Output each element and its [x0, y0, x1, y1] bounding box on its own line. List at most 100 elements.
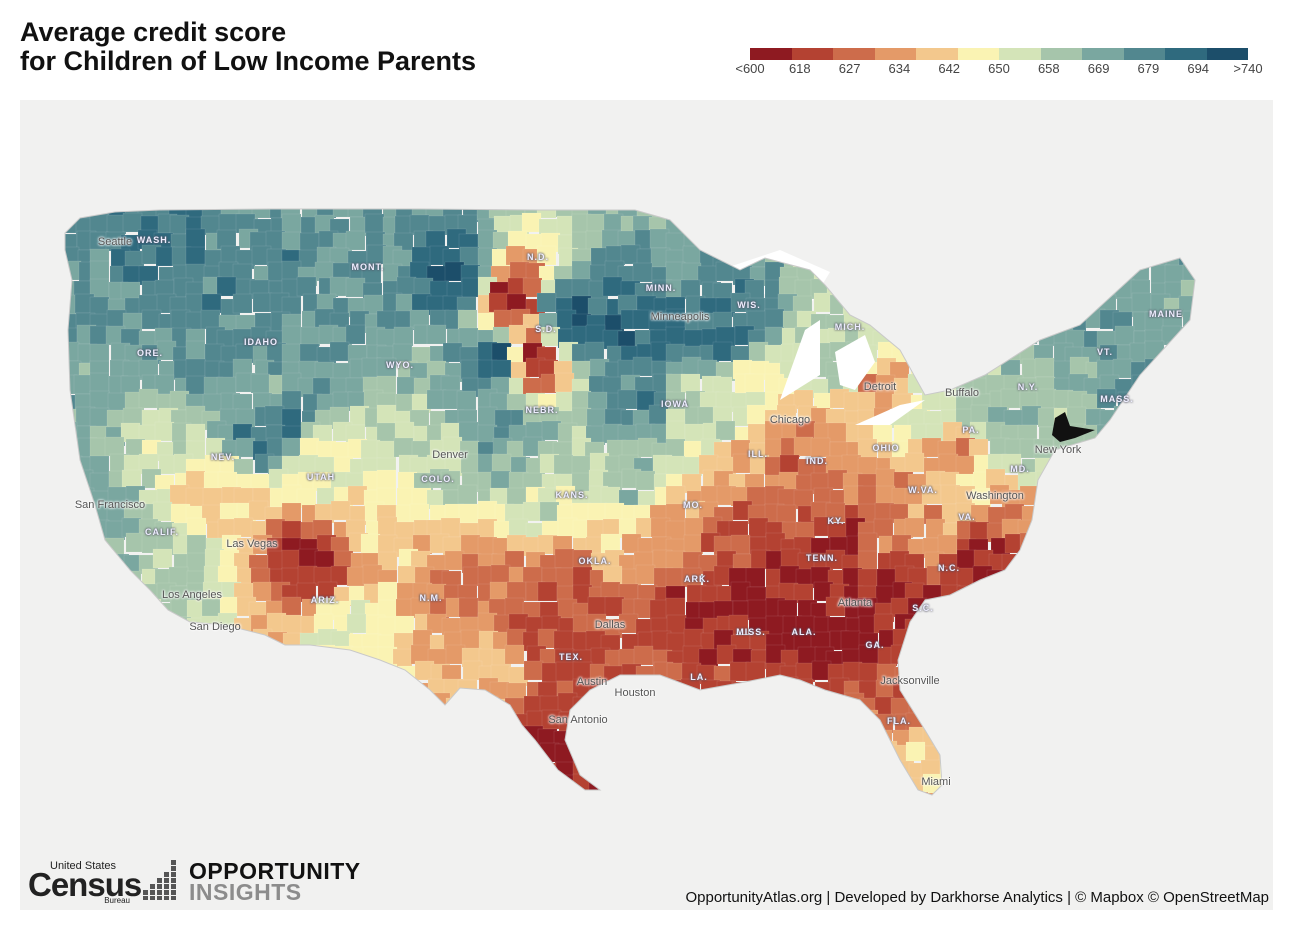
county-tile[interactable] — [264, 405, 285, 426]
county-tile[interactable] — [185, 340, 206, 361]
county-tile[interactable] — [122, 212, 143, 233]
county-tile[interactable] — [152, 548, 173, 569]
county-tile[interactable] — [554, 372, 575, 393]
county-tile[interactable] — [665, 420, 686, 441]
county-tile[interactable] — [553, 630, 574, 651]
county-tile[interactable] — [281, 213, 302, 234]
county-tile[interactable] — [571, 278, 592, 299]
county-tile[interactable] — [185, 423, 206, 444]
county-tile[interactable] — [938, 453, 959, 474]
county-tile[interactable] — [300, 326, 321, 347]
county-tile[interactable] — [444, 550, 465, 571]
county-tile[interactable] — [904, 517, 925, 538]
county-tile[interactable] — [1036, 388, 1057, 409]
county-tile[interactable] — [456, 390, 477, 411]
county-tile[interactable] — [396, 376, 417, 397]
county-tile[interactable] — [186, 517, 207, 538]
county-tile[interactable] — [89, 213, 110, 234]
county-tile[interactable] — [793, 436, 814, 457]
county-tile[interactable] — [491, 453, 512, 474]
county-tile[interactable] — [186, 534, 207, 555]
county-tile[interactable] — [458, 597, 479, 618]
county-tile[interactable] — [152, 501, 173, 522]
county-tile[interactable] — [617, 389, 638, 410]
county-tile[interactable] — [281, 231, 302, 252]
county-tile[interactable] — [1096, 388, 1117, 409]
county-tile[interactable] — [345, 277, 366, 298]
county-tile[interactable] — [138, 388, 159, 409]
county-tile[interactable] — [665, 597, 686, 618]
county-tile[interactable] — [281, 343, 302, 364]
county-tile[interactable] — [937, 534, 958, 555]
county-tile[interactable] — [840, 630, 861, 651]
county-tile[interactable] — [281, 437, 302, 458]
county-tile[interactable] — [377, 581, 398, 602]
county-tile[interactable] — [154, 421, 175, 442]
county-tile[interactable] — [426, 324, 447, 345]
county-tile[interactable] — [216, 276, 237, 297]
county-tile[interactable] — [397, 565, 418, 586]
credit-score-map[interactable]: Seattle San Francisco Las Vegas Los Angeles… — [20, 100, 1273, 910]
county-tile[interactable] — [587, 596, 608, 617]
county-tile[interactable] — [251, 199, 272, 219]
county-tile[interactable] — [104, 436, 125, 457]
county-tile[interactable] — [376, 404, 397, 425]
county-tile[interactable] — [1034, 357, 1055, 378]
county-tile[interactable] — [904, 452, 925, 473]
county-tile[interactable] — [715, 420, 736, 441]
county-tile[interactable] — [536, 292, 557, 313]
county-tile[interactable] — [857, 550, 878, 571]
county-tile[interactable] — [747, 599, 768, 620]
map-canvas[interactable] — [20, 100, 1273, 910]
county-tile[interactable] — [776, 504, 797, 525]
county-tile[interactable] — [602, 276, 623, 297]
county-tile[interactable] — [683, 534, 704, 555]
county-tile[interactable] — [252, 292, 273, 313]
county-tile[interactable] — [537, 581, 558, 602]
county-tile[interactable] — [539, 501, 560, 522]
county-tile[interactable] — [393, 437, 414, 458]
county-tile[interactable] — [504, 644, 525, 665]
county-tile[interactable] — [332, 198, 353, 218]
county-tile[interactable] — [376, 440, 397, 461]
county-tile[interactable] — [490, 564, 511, 585]
county-tile[interactable] — [555, 661, 576, 682]
county-tile[interactable] — [299, 343, 320, 364]
county-tile[interactable] — [186, 552, 207, 573]
county-tile[interactable] — [571, 455, 592, 476]
county-tile[interactable] — [1066, 406, 1087, 427]
county-tile[interactable] — [89, 343, 110, 364]
county-tile[interactable] — [281, 390, 302, 411]
county-tile[interactable] — [299, 437, 320, 458]
county-tile[interactable] — [680, 373, 701, 394]
county-tile[interactable] — [281, 614, 302, 635]
county-tile[interactable] — [747, 423, 768, 444]
county-tile[interactable] — [521, 212, 542, 233]
county-tile[interactable] — [202, 393, 223, 414]
county-tile[interactable] — [744, 373, 765, 394]
county-tile[interactable] — [376, 422, 397, 443]
county-tile[interactable] — [522, 501, 543, 522]
county-tile[interactable] — [764, 308, 785, 329]
county-tile[interactable] — [970, 404, 991, 425]
county-tile[interactable] — [281, 520, 302, 541]
county-tile[interactable] — [250, 373, 271, 394]
county-tile[interactable] — [857, 532, 878, 553]
county-tile[interactable] — [377, 516, 398, 537]
county-tile[interactable] — [233, 517, 254, 538]
county-tile[interactable] — [376, 469, 397, 490]
county-tile[interactable] — [555, 567, 576, 588]
county-tile[interactable] — [748, 517, 769, 538]
county-tile[interactable] — [200, 309, 221, 330]
county-tile[interactable] — [905, 741, 926, 762]
county-tile[interactable] — [281, 325, 302, 346]
county-tile[interactable] — [490, 470, 511, 491]
county-tile[interactable] — [635, 470, 656, 491]
county-tile[interactable] — [364, 213, 385, 234]
county-tile[interactable] — [457, 484, 478, 505]
county-tile[interactable] — [779, 454, 800, 475]
county-tile[interactable] — [202, 487, 223, 508]
county-tile[interactable] — [442, 342, 463, 363]
county-tile[interactable] — [857, 485, 878, 506]
county-tile[interactable] — [89, 372, 110, 393]
